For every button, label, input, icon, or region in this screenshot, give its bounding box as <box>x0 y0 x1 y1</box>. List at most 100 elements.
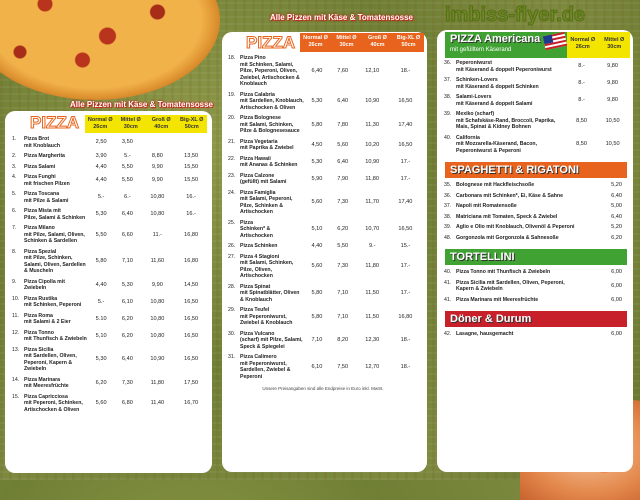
item-price: 10,20 <box>365 141 380 148</box>
item-price: 7,30 <box>121 379 133 386</box>
item-price: 6,40 <box>311 68 323 74</box>
item-name: Pizza Capricciosa <box>24 393 68 400</box>
item-price: 5,50 <box>337 243 349 249</box>
item-number: 28. <box>228 283 236 290</box>
menu-item-row: 9. Pizza Cipolla mit Zwiebeln 4,40 5,30 9,90 1… <box>8 277 208 294</box>
tortellini-header: TORTELLINI <box>445 249 627 265</box>
left-price-table: 1. Pizza Brot mit Knoblauch 2,50 3,50 2. Pizza… <box>8 134 208 415</box>
item-price: 8,50 <box>576 141 587 147</box>
item-price: 12,30 <box>365 337 380 343</box>
item-number: 3. <box>12 163 17 170</box>
item-price: 16,80 <box>184 258 199 265</box>
item-price: 10,90 <box>365 158 380 165</box>
menu-item-row: 35. Bolognese mit Hackfleischsoße 5,20 <box>440 180 630 191</box>
item-description: Pizza Brot mit Knoblauch <box>24 134 88 151</box>
item-price: 10,50 <box>605 141 620 147</box>
item-price: 5,80 <box>311 290 323 296</box>
item-description: Pizza Pino mit Schinken, Salami, Pilze, P… <box>240 53 304 90</box>
item-price: 5,10 <box>95 332 107 339</box>
item-price: 8,50 <box>576 117 587 124</box>
middle-size-header: Normal Ø 26cm Mittel Ø 30cm Groß Ø 40cm Big… <box>300 33 424 52</box>
item-price: 10,90 <box>365 98 380 104</box>
menu-item-row: 39. Mexiko (scharf) mit Schafskäse-Rand, B… <box>440 109 630 133</box>
item-price: 5,30 <box>95 356 107 363</box>
menu-item-row: 22. Pizza Hawaii mit Ananas & Schinken 5,30… <box>224 154 422 171</box>
item-toppings: mit Sardellen, Oliven, Peperoni, Kapern … <box>24 353 77 372</box>
item-description: Pizza Funghi mit frischen Pilzen <box>24 172 88 189</box>
item-number: 40. <box>444 134 452 141</box>
americana-header-row: PIZZA Americana mit gefülltem Käserand N… <box>445 31 630 58</box>
left-slogan: Alle Pizzen mit Käse & Tomatensosse <box>70 100 214 109</box>
menu-item-row: 4. Pizza Funghi mit frischen Pilzen 4,40 5,5… <box>8 172 208 189</box>
item-number: 18. <box>228 55 236 61</box>
item-name: Pizza Teufel <box>240 307 270 313</box>
item-price: 5,80 <box>95 258 107 265</box>
item-name: Pizza Bolognese <box>240 115 281 121</box>
item-name: Pizza Vulcano <box>240 330 275 337</box>
item-description: Pizza Vulcano (scharf) mit Pilze, Salami,… <box>240 329 304 353</box>
item-description: Pizza Famiglia mit Salami, Peperoni, Pilz… <box>240 188 304 218</box>
item-price: 7,60 <box>337 68 349 74</box>
item-toppings: mit Peperoni, Schinken, Artischocken & O… <box>24 400 83 413</box>
item-description: Pizza Tonno mit Thunfisch & Zwiebeln <box>456 269 551 275</box>
menu-item-row: 38. Salami-Lovers mit Käserand & doppelt S… <box>440 92 630 109</box>
item-description: Pizza Rustika mit Schinken, Peperoni <box>24 294 88 311</box>
item-number: 27. <box>228 253 236 260</box>
item-price: 6,40 <box>611 192 622 199</box>
item-description: Pizza Schinken* & Artischocken <box>240 218 304 242</box>
item-price: 6,00 <box>611 269 622 275</box>
item-price: 15,50 <box>184 163 199 170</box>
item-price: 17,40 <box>398 199 413 206</box>
item-name: Pizza Hawaii <box>240 155 271 162</box>
item-price: 2,50 <box>95 139 107 146</box>
size-gross: Groß Ø 40cm <box>151 117 171 130</box>
menu-item-row: 11. Pizza Roma mit Salami & 2 Eier 5.10 6,20… <box>8 311 208 328</box>
item-name: Pizza Rustika <box>24 295 58 302</box>
item-description: Pizza Cipolla mit Zwiebeln <box>24 277 88 294</box>
menu-item-row: 5. Pizza Toscana mit Pilze & Salami 5.- 6.- 1… <box>8 189 208 206</box>
item-toppings: mit Knoblauch <box>24 142 61 149</box>
item-price: 18.- <box>400 363 411 370</box>
menu-item-row: 39. Aglio e Olio mit Knoblauch, Olivenöl … <box>440 222 630 233</box>
menu-item-row: 2. Pizza Margherita 3,90 5.- 8,80 13,50 <box>8 151 208 162</box>
item-price: 16,50 <box>184 332 199 339</box>
item-number: 26. <box>228 243 236 249</box>
item-price: 5.- <box>97 194 105 201</box>
menu-item-row: 37. Napoli mit Romatensoße 5,00 <box>440 201 630 212</box>
item-price: 6,10 <box>121 298 133 305</box>
item-price: 4,40 <box>95 281 107 288</box>
item-name: Pizza Calabria <box>240 91 275 98</box>
item-price: 12,10 <box>365 68 380 74</box>
item-price: 5,20 <box>611 224 622 230</box>
item-price: 5,00 <box>611 203 622 209</box>
item-description: Pizza Milano mit Pilze, Salami, Oliven, S… <box>24 223 88 247</box>
item-name: Pizza Milano <box>24 225 55 231</box>
tortellini-price-table: 40. Pizza Tonno mit Thunfisch & Zwiebeln 6… <box>440 267 630 305</box>
item-price: 17.- <box>400 175 411 182</box>
menu-item-row: 37. Schinken-Lovers mit Käserand & doppelt… <box>440 75 630 92</box>
item-price: 5,20 <box>611 182 622 188</box>
item-description: Pizza Teufel mit Peperoniwurst, Zwiebel &… <box>240 305 304 329</box>
middle-menu-panel <box>222 32 427 472</box>
item-description: Salami-Lovers mit Käserand & doppelt Sala… <box>456 92 568 109</box>
item-name: Salami-Lovers <box>456 94 492 100</box>
menu-item-row: 24. Pizza Famiglia mit Salami, Peperoni, P… <box>224 188 422 218</box>
item-toppings: mit Käserand & doppelt Schinken <box>456 83 539 90</box>
item-price: 10,80 <box>150 315 165 322</box>
item-toppings: Zwiebeln <box>24 285 47 291</box>
item-number: 14. <box>12 376 20 383</box>
item-price: 16,50 <box>184 356 199 363</box>
menu-item-row: 12. Pizza Tonno mit Thunfisch & Zwiebeln 5,… <box>8 328 208 345</box>
item-price: 11,70 <box>365 199 379 206</box>
menu-item-row: 15. Pizza Capricciosa mit Peperoni, Schink… <box>8 392 208 416</box>
item-price: 16,80 <box>184 231 199 238</box>
item-description: Pizza Capricciosa mit Peperoni, Schinken,… <box>24 392 88 416</box>
menu-item-row: 40. Pizza Tonno mit Thunfisch & Zwiebeln 6… <box>440 267 630 278</box>
item-name: Pizza Roma <box>24 312 53 319</box>
item-number: 4. <box>12 174 17 180</box>
item-price: 5,80 <box>311 121 323 128</box>
item-price: 5,90 <box>311 175 323 182</box>
doener-price-table: 42. Lasagne, hausgemacht 6,00 <box>440 329 630 340</box>
item-price: 17.- <box>400 263 411 270</box>
middle-price-table: 18. Pizza Pino mit Schinken, Salami, Pilze… <box>224 53 422 382</box>
